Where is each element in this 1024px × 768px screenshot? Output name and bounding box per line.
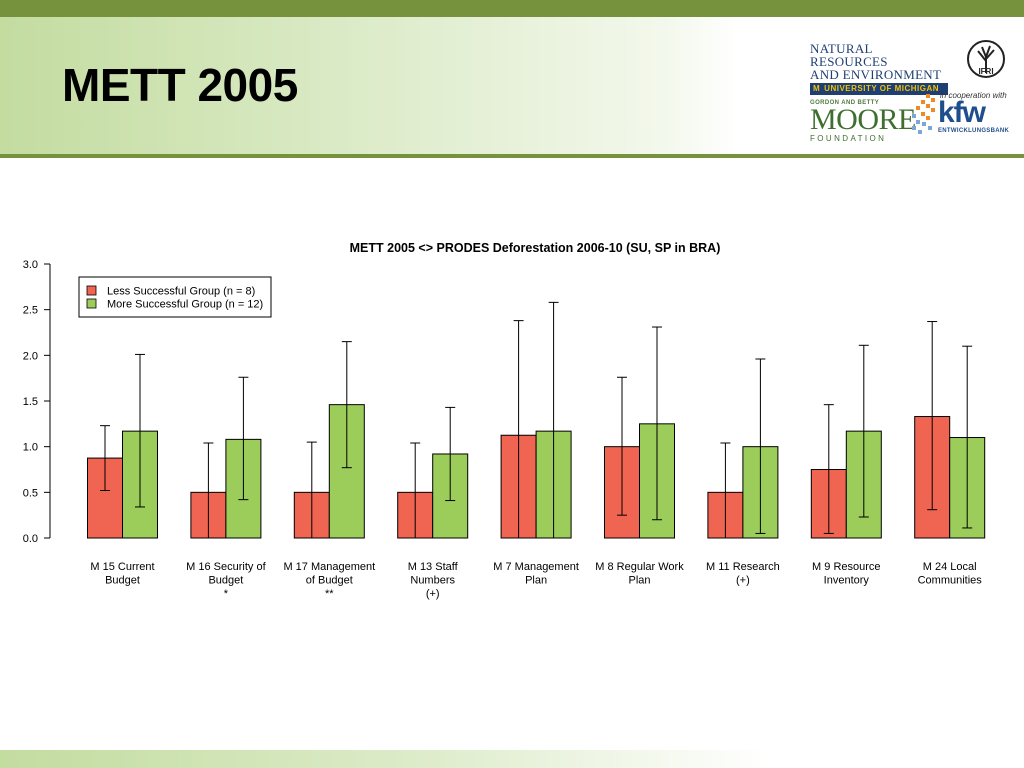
x-category-label: M 24 Local — [923, 561, 977, 573]
header-divider — [0, 154, 1024, 158]
ifri-logo: IFRI — [967, 40, 1005, 78]
x-category-label: Plan — [628, 575, 650, 587]
x-category-label: M 8 Regular Work — [595, 561, 684, 573]
x-category-label: Communities — [918, 575, 983, 587]
x-category-label: Plan — [525, 575, 547, 587]
nre-university-label: UNIVERSITY OF MICHIGAN — [824, 84, 940, 93]
y-tick-label: 3.0 — [23, 259, 38, 271]
kfw-logo-subtitle: ENTWICKLUNGSBANK — [938, 128, 1010, 134]
moore-logo-small: GORDON AND BETTY — [810, 100, 880, 106]
y-tick-label: 1.5 — [23, 396, 38, 408]
chart-title: METT 2005 <> PRODES Deforestation 2006-1… — [350, 241, 721, 255]
moore-foundation-logo: GORDON AND BETTY MOORE FOUNDATION — [810, 100, 916, 143]
legend-label: More Successful Group (n = 12) — [107, 299, 263, 311]
y-tick-label: 2.0 — [23, 350, 38, 362]
nre-logo-line1: NATURAL RESOURCES — [810, 41, 888, 69]
x-category-label: M 13 Staff — [408, 561, 459, 573]
y-tick-label: 1.0 — [23, 442, 38, 454]
y-tick-label: 0.0 — [23, 533, 38, 545]
x-category-label: M 7 Management — [493, 561, 579, 573]
y-tick-label: 2.5 — [23, 305, 38, 317]
moore-logo-name: MOORE — [810, 103, 916, 136]
x-category-label: Budget — [208, 575, 243, 587]
x-category-label: Inventory — [824, 575, 870, 587]
ifri-logo-text: IFRI — [978, 67, 993, 76]
top-accent-bar — [0, 0, 1024, 17]
x-category-label: M 9 Resource — [812, 561, 880, 573]
x-category-label: M 17 Management — [283, 561, 375, 573]
bottom-accent-bar — [0, 750, 1024, 768]
legend-swatch — [86, 285, 97, 296]
y-tick-label: 0.5 — [23, 487, 38, 499]
legend-swatch — [86, 298, 97, 309]
nre-michigan-logo: NATURAL RESOURCES AND ENVIRONMENT M UNIVE… — [810, 42, 948, 95]
kfw-logo: kfw ENTWICKLUNGSBANK — [912, 92, 1016, 138]
x-category-label: Numbers — [410, 575, 455, 587]
slide-title: METT 2005 — [62, 59, 298, 111]
kfw-logo-text: kfw — [938, 96, 986, 129]
x-category-label: M 15 Current — [90, 561, 154, 573]
x-category-label: * — [224, 588, 229, 600]
x-category-label: M 11 Research — [706, 561, 780, 573]
x-category-label: of Budget — [306, 575, 353, 587]
nre-logo-line2: AND ENVIRONMENT — [810, 67, 942, 82]
x-category-label: (+) — [426, 588, 440, 600]
kfw-dots-icon — [912, 94, 935, 134]
x-category-label: ** — [325, 588, 334, 600]
michigan-m-icon: M — [813, 84, 821, 93]
x-category-label: Budget — [105, 575, 140, 587]
legend-label: Less Successful Group (n = 8) — [107, 286, 255, 298]
legend-box — [78, 276, 272, 318]
cooperation-note: in cooperation with — [940, 91, 1007, 100]
x-category-label: (+) — [736, 575, 750, 587]
x-category-label: M 16 Security of — [186, 561, 266, 573]
moore-logo-foundation: FOUNDATION — [810, 134, 887, 143]
